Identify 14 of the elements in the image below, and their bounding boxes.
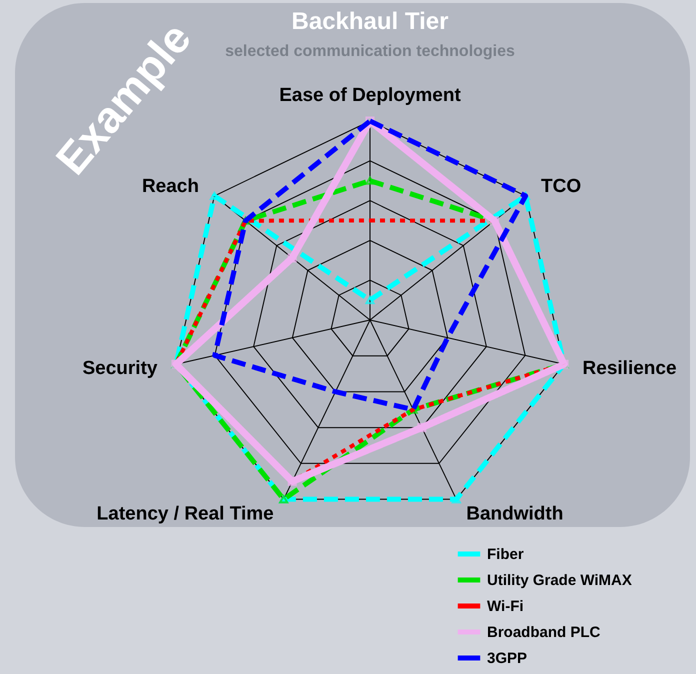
spoke-label: Latency / Real Time xyxy=(96,504,274,525)
spoke-label: Bandwidth xyxy=(466,504,564,525)
legend-label: Wi-Fi xyxy=(487,598,524,615)
legend-label: Fiber xyxy=(487,546,524,563)
chart-title: Backhaul Tier xyxy=(292,8,448,35)
spoke-label: Ease of Deployment xyxy=(279,85,462,106)
spoke-label: Reach xyxy=(142,176,199,197)
legend-label: Broadband PLC xyxy=(487,624,600,641)
chart-subtitle: selected communication technologies xyxy=(225,43,516,60)
spoke-label: TCO xyxy=(541,176,582,197)
legend-label: 3GPP xyxy=(487,650,528,667)
legend-label: Utility Grade WiMAX xyxy=(487,572,632,589)
spoke-label: Security xyxy=(82,358,158,379)
spoke-label: Resilience xyxy=(582,358,677,379)
